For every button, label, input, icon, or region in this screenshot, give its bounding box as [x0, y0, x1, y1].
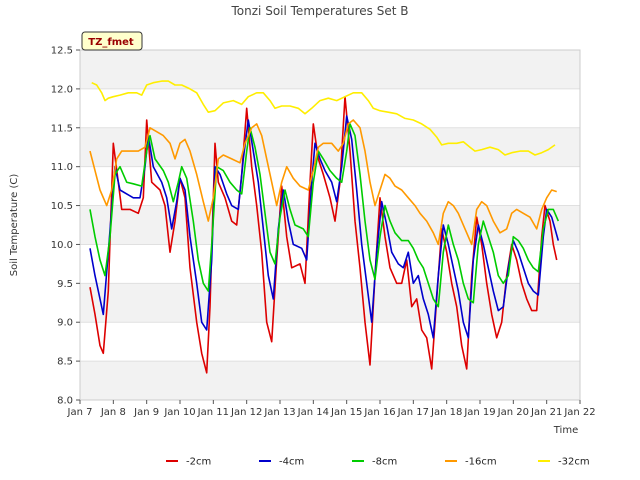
- x-tick-label: Jan 15: [330, 407, 362, 418]
- x-tick-label: Jan 20: [497, 407, 529, 418]
- series-line-minus-4cm: [89, 115, 560, 339]
- legend-label: -2cm: [186, 457, 211, 468]
- chart-title: Tonzi Soil Temperatures Set B: [231, 4, 409, 18]
- legend-item: -32cm: [538, 457, 590, 468]
- y-tick-label: 11.0: [51, 162, 73, 173]
- x-tick-label: Jan 18: [430, 407, 462, 418]
- y-tick-label: 10.5: [51, 201, 73, 212]
- y-axis-ticks: 8.0 8.5 9.0 9.5 10.0 10.5 11.0 11.5 12.0 12.5: [51, 46, 80, 407]
- y-tick-label: 9.5: [57, 279, 73, 290]
- x-tick-label: Jan 14: [297, 407, 329, 418]
- series-line-minus-32cm: [91, 80, 556, 156]
- plot-band: [80, 361, 580, 400]
- y-tick-label: 8.0: [57, 396, 73, 407]
- x-tick-label: Jan 19: [463, 407, 495, 418]
- legend-label: -16cm: [465, 457, 497, 468]
- x-tick-label: Jan 21: [530, 407, 562, 418]
- y-tick-label: 12.5: [51, 46, 73, 57]
- x-axis-label: Time: [553, 425, 578, 436]
- x-tick-label: Jan 10: [163, 407, 195, 418]
- y-tick-label: 10.0: [51, 240, 73, 251]
- x-tick-label: Jan 11: [197, 407, 229, 418]
- series-line-minus-2cm: [89, 95, 558, 374]
- badge-box: [81, 31, 143, 51]
- legend-label: -4cm: [279, 457, 304, 468]
- site-badge: TZ_fmet: [81, 31, 143, 51]
- legend-label: -32cm: [558, 457, 590, 468]
- x-tick-label: Jan 16: [363, 407, 395, 418]
- x-tick-label: Jan 22: [563, 407, 595, 418]
- x-tick-label: Jan 12: [230, 407, 262, 418]
- series-lines: [89, 80, 560, 374]
- series-line-minus-16cm: [89, 119, 557, 246]
- legend-item: -16cm: [445, 457, 497, 468]
- plot-frame: [79, 49, 581, 401]
- y-axis-label: Soil Temperature (C): [9, 174, 20, 277]
- legend-item: -2cm: [166, 457, 211, 468]
- legend-label: -8cm: [372, 457, 397, 468]
- x-axis-ticks: Jan 7 Jan 8 Jan 9 Jan 10 Jan 11 Jan 12 Jan 13 J…: [67, 400, 596, 418]
- y-tick-label: 8.5: [57, 357, 73, 368]
- plot-band: [80, 322, 580, 362]
- badge-label: TZ_fmet: [88, 37, 134, 48]
- legend-item: -4cm: [259, 457, 304, 468]
- plot-band: [80, 127, 580, 167]
- legend: -2cm -4cm -8cm -16cm -32cm: [166, 457, 590, 468]
- x-tick-label: Jan 8: [100, 407, 126, 418]
- y-tick-label: 12.0: [51, 84, 73, 95]
- legend-item: -8cm: [352, 457, 397, 468]
- plot-band: [80, 88, 580, 128]
- y-tick-label: 9.0: [57, 318, 73, 329]
- series-line-minus-8cm: [89, 123, 560, 308]
- x-tick-label: Jan 13: [263, 407, 295, 418]
- x-tick-label: Jan 17: [397, 407, 429, 418]
- y-tick-label: 11.5: [51, 123, 73, 134]
- plot-background: [80, 50, 580, 400]
- plot-band: [80, 205, 580, 245]
- plot-band: [80, 50, 580, 89]
- x-tick-label: Jan 9: [133, 407, 159, 418]
- x-tick-label: Jan 7: [67, 407, 93, 418]
- plot-band: [80, 244, 580, 284]
